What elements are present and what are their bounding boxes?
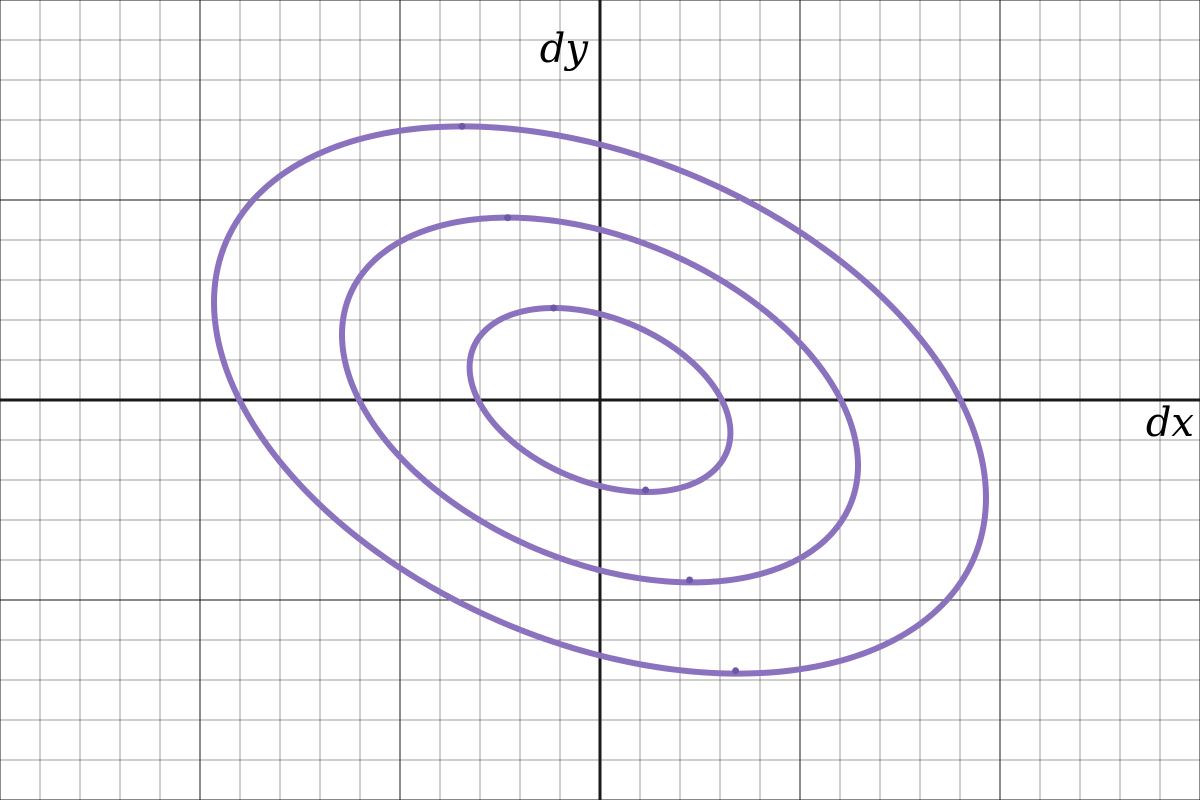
extremum-point-bottom-3 (732, 667, 740, 675)
x-axis-label: dx (1146, 400, 1194, 446)
contour-ellipse-1 (466, 304, 734, 496)
extremum-point-top-1 (550, 304, 558, 312)
y-axis-label: dy (540, 26, 590, 72)
contour-ellipse-2 (338, 214, 862, 586)
extremum-point-top-2 (504, 214, 512, 222)
extremum-point-bottom-1 (642, 486, 650, 494)
contour-ellipses (211, 122, 989, 677)
extremum-point-top-3 (458, 122, 466, 130)
extremum-point-bottom-2 (686, 576, 694, 584)
contour-ellipse-3 (211, 123, 989, 677)
